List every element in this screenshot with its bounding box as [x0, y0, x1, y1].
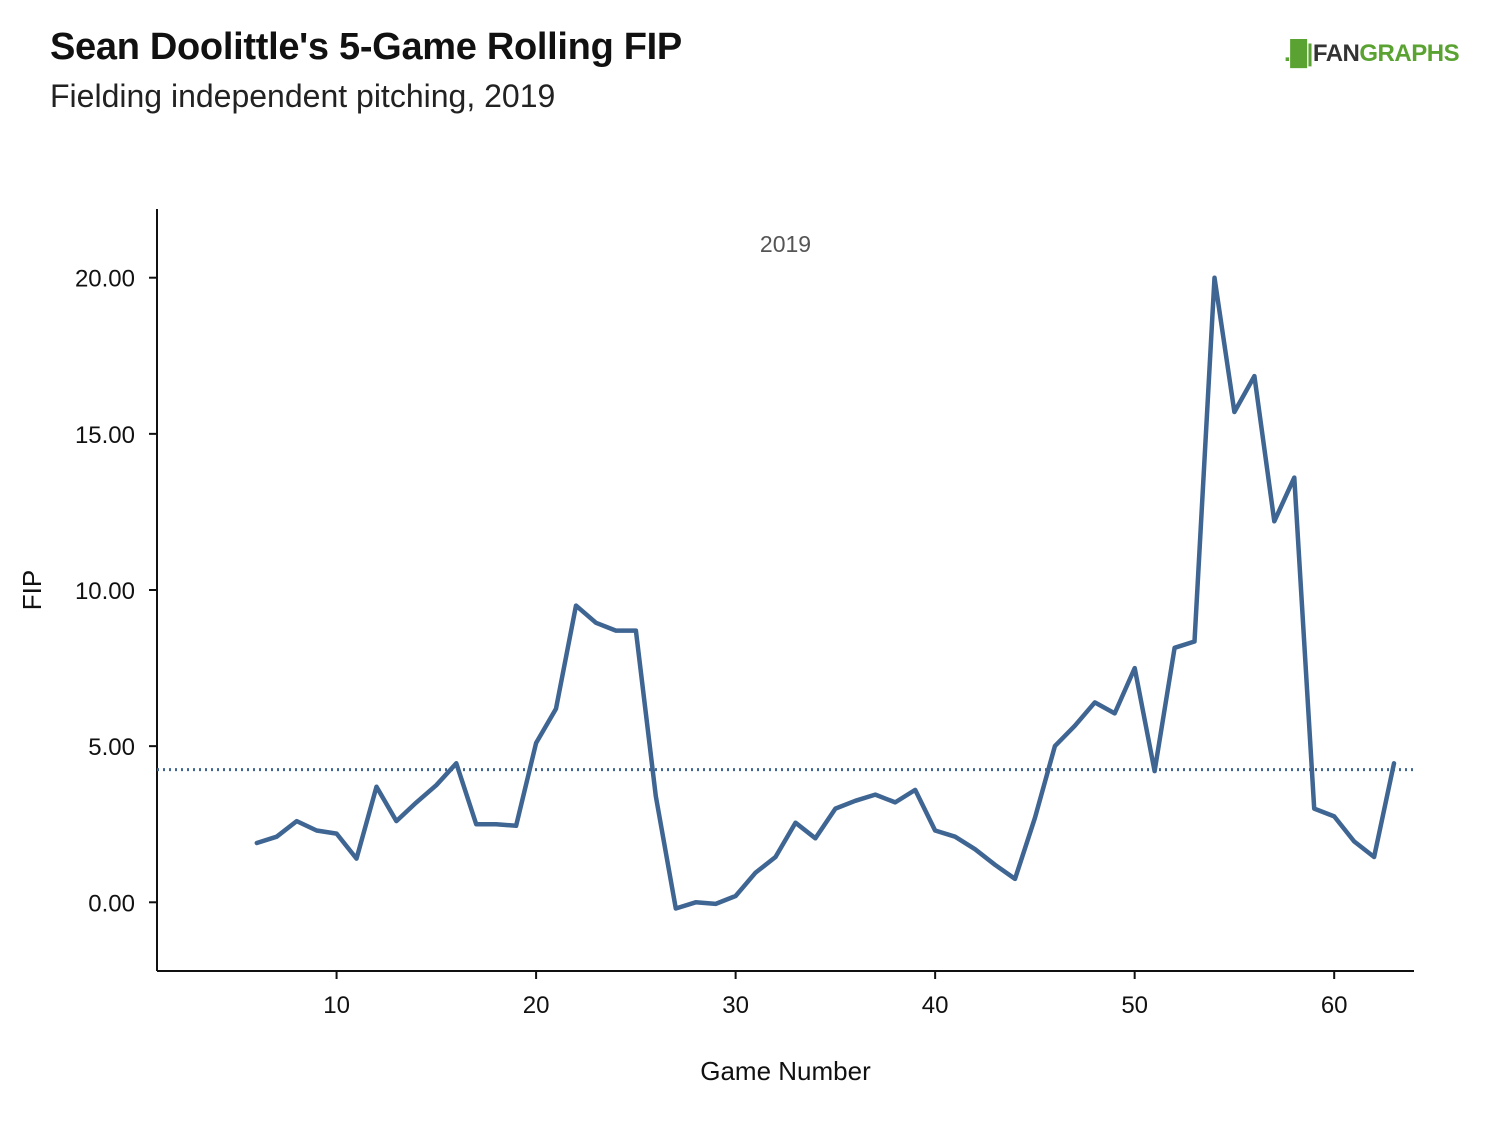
chart-title: Sean Doolittle's 5-Game Rolling FIP [50, 26, 682, 68]
x-tick-label: 60 [1321, 992, 1348, 1019]
fangraphs-logo-graphs: GRAPHS [1359, 40, 1460, 67]
y-tick-label: 15.00 [75, 422, 135, 449]
y-axis-title: FIP [17, 570, 47, 610]
y-tick-label: 10.00 [75, 578, 135, 605]
fangraphs-logo-fan: FAN [1312, 40, 1360, 67]
y-tick-label: 20.00 [75, 266, 135, 293]
chart-subtitle: Fielding independent pitching, 2019 [50, 78, 556, 114]
x-tick-label: 20 [523, 992, 550, 1019]
y-tick-label: 0.00 [88, 890, 135, 917]
x-tick-label: 40 [922, 992, 949, 1019]
x-tick-label: 30 [722, 992, 749, 1019]
x-axis-title: Game Number [700, 1056, 871, 1086]
x-tick-label: 10 [323, 992, 350, 1019]
fip-series-line [254, 275, 1397, 911]
fangraphs-logo-mark: .█| [1284, 40, 1313, 67]
x-tick-label: 50 [1121, 992, 1148, 1019]
fangraphs-logo[interactable]: .█|FANGRAPHS [1284, 40, 1460, 68]
facet-label: 2019 [760, 231, 811, 257]
y-tick-label: 5.00 [88, 734, 135, 761]
